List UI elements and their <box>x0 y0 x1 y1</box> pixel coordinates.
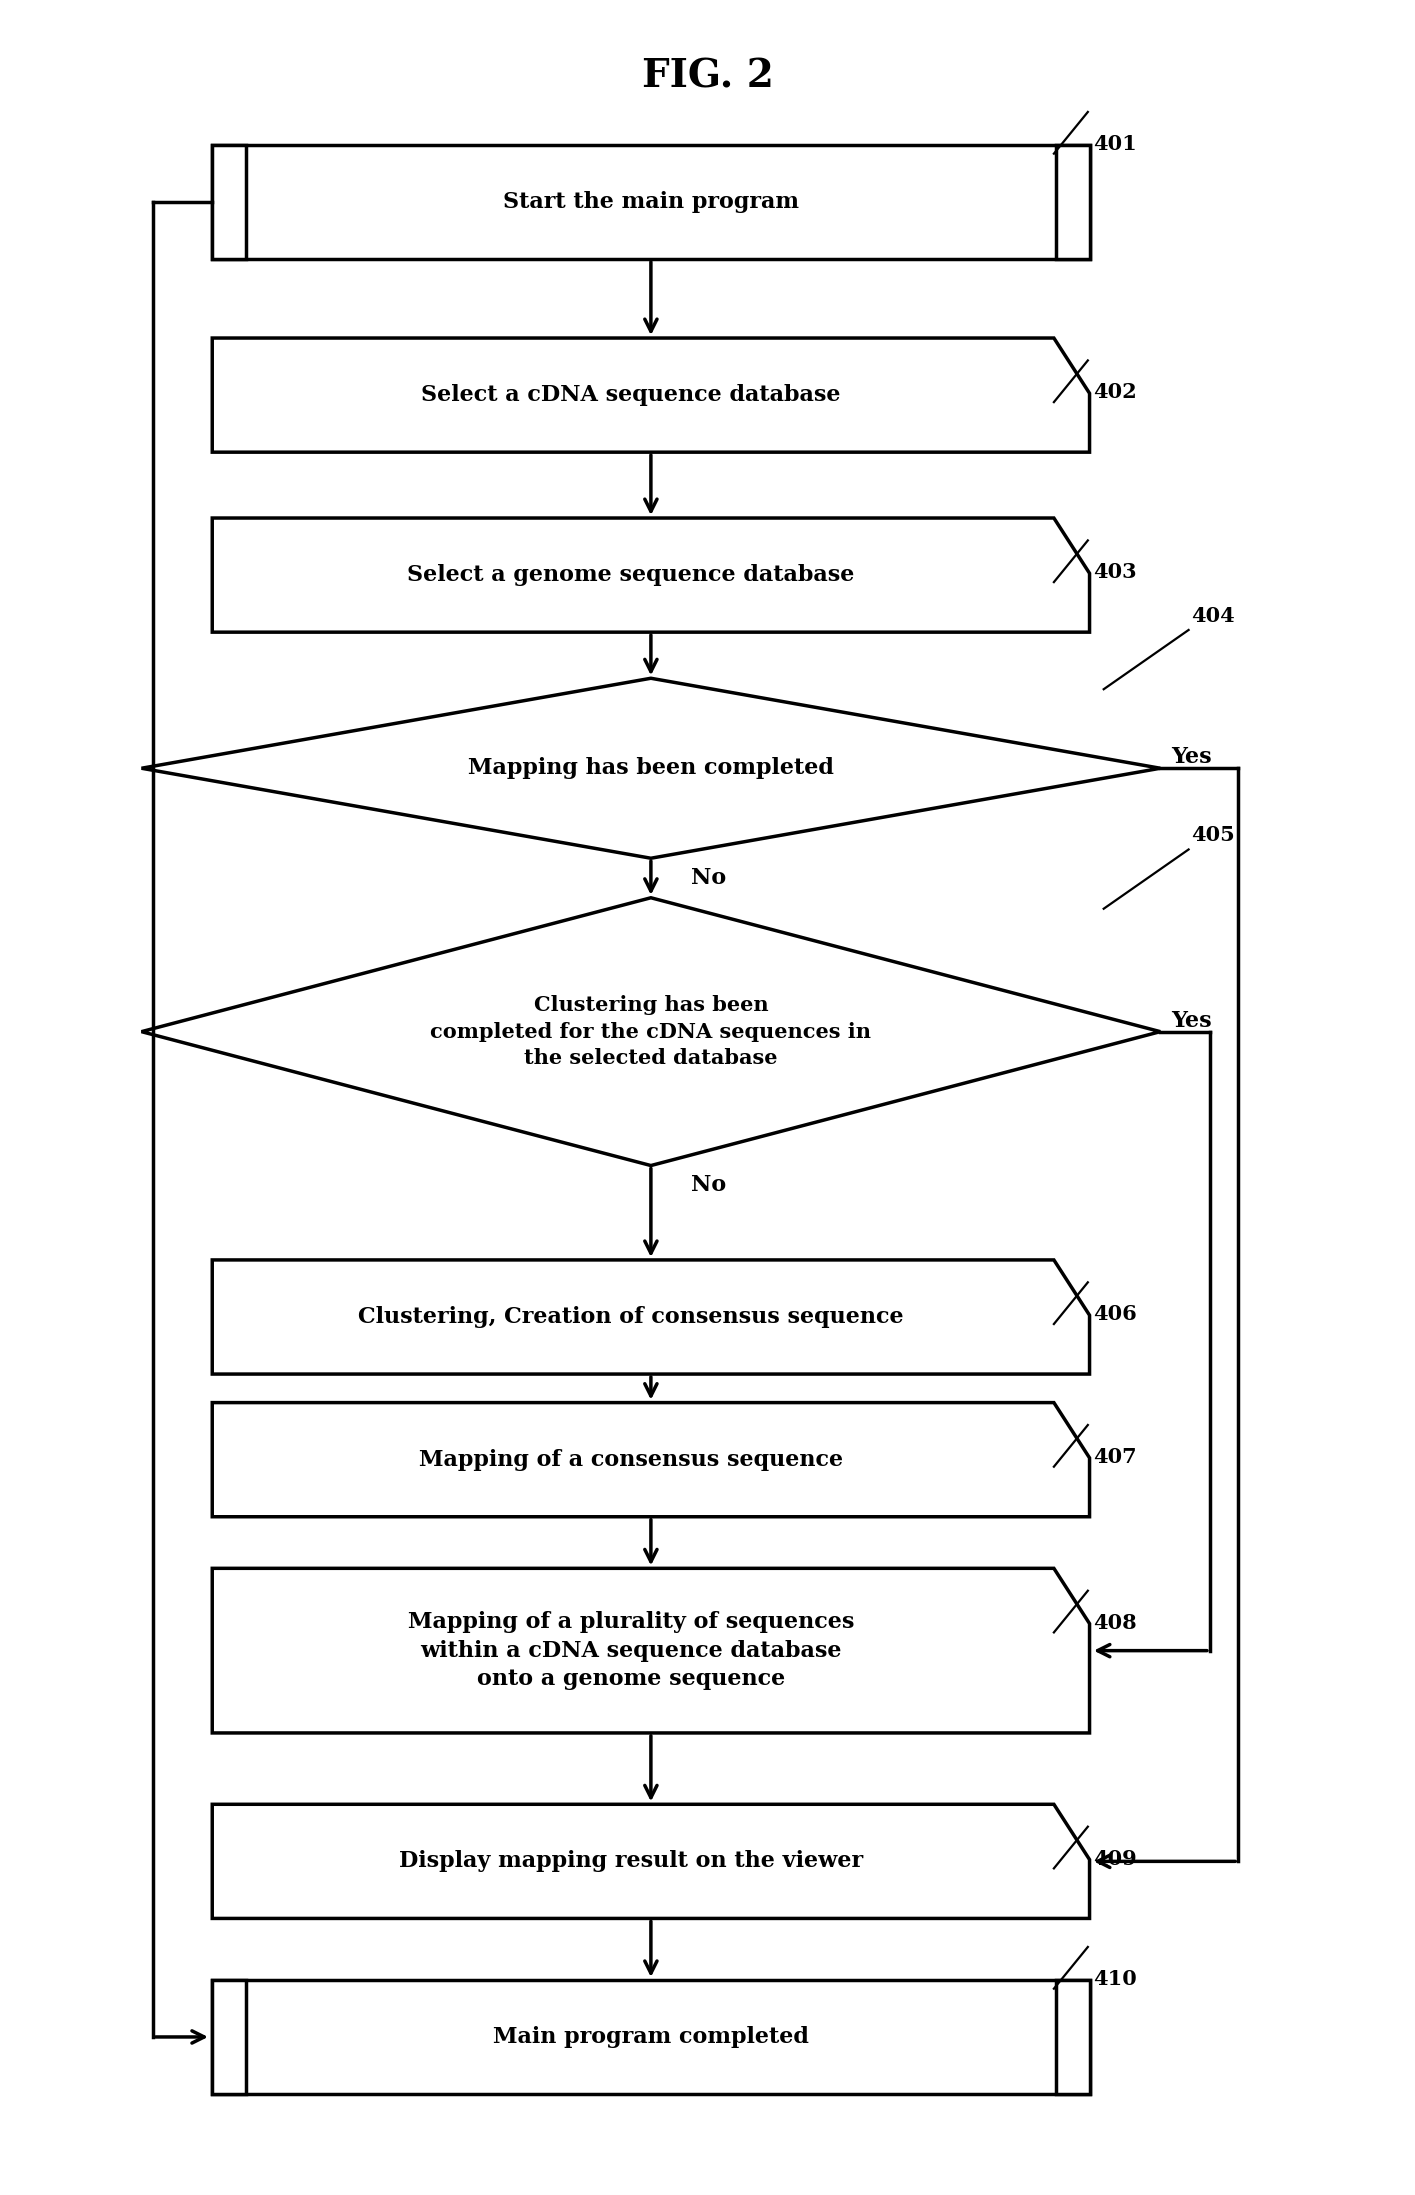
Text: 406: 406 <box>1094 1304 1138 1324</box>
Text: Clustering has been
completed for the cDNA sequences in
the selected database: Clustering has been completed for the cD… <box>430 994 872 1069</box>
Text: 410: 410 <box>1094 1969 1138 1989</box>
Text: Mapping has been completed: Mapping has been completed <box>468 757 833 779</box>
Polygon shape <box>212 518 1090 632</box>
Text: Select a cDNA sequence database: Select a cDNA sequence database <box>422 384 841 406</box>
Text: 403: 403 <box>1094 562 1138 582</box>
Polygon shape <box>212 1260 1090 1374</box>
Polygon shape <box>212 1804 1090 1918</box>
Bar <box>212 1980 246 2094</box>
Text: 402: 402 <box>1094 382 1138 402</box>
Text: Yes: Yes <box>1172 746 1213 768</box>
Text: Mapping of a consensus sequence: Mapping of a consensus sequence <box>419 1449 843 1471</box>
Text: Mapping of a plurality of sequences
within a cDNA sequence database
onto a genom: Mapping of a plurality of sequences with… <box>408 1611 855 1690</box>
Text: 401: 401 <box>1094 134 1138 154</box>
Bar <box>212 145 246 259</box>
Text: FIG. 2: FIG. 2 <box>641 57 774 97</box>
Text: 408: 408 <box>1094 1613 1138 1633</box>
Polygon shape <box>212 1403 1090 1517</box>
Bar <box>212 145 1090 259</box>
Text: Start the main program: Start the main program <box>502 191 799 213</box>
Bar <box>1056 145 1090 259</box>
Text: 405: 405 <box>1191 825 1235 845</box>
Bar <box>212 1980 1090 2094</box>
Text: Yes: Yes <box>1172 1010 1213 1032</box>
Text: No: No <box>691 867 726 889</box>
Text: Select a genome sequence database: Select a genome sequence database <box>408 564 855 586</box>
Polygon shape <box>212 1567 1090 1734</box>
Polygon shape <box>142 898 1160 1166</box>
Text: Clustering, Creation of consensus sequence: Clustering, Creation of consensus sequen… <box>358 1306 904 1328</box>
Text: 409: 409 <box>1094 1848 1138 1868</box>
Text: Display mapping result on the viewer: Display mapping result on the viewer <box>399 1850 863 1872</box>
Text: 404: 404 <box>1191 606 1235 626</box>
Polygon shape <box>212 338 1090 452</box>
Bar <box>1056 1980 1090 2094</box>
Text: 407: 407 <box>1094 1447 1138 1466</box>
Text: Main program completed: Main program completed <box>492 2026 809 2048</box>
Polygon shape <box>142 678 1160 858</box>
Text: No: No <box>691 1174 726 1196</box>
